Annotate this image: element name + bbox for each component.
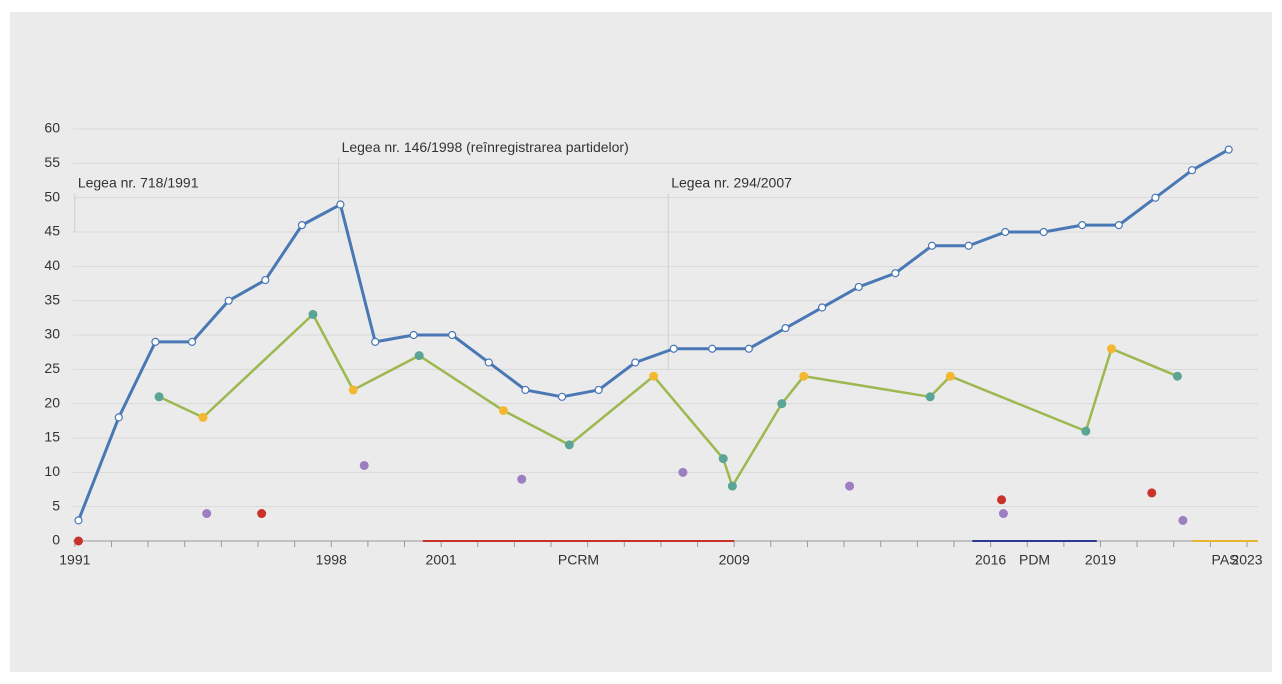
point: [1078, 221, 1087, 230]
annotation-label: Legea nr. 294/2007: [671, 175, 792, 191]
point: [997, 495, 1007, 505]
point: [371, 337, 380, 346]
panel: [10, 12, 1272, 672]
point: [564, 440, 574, 450]
point: [1114, 221, 1123, 230]
point: [1081, 426, 1091, 436]
y-tick-label: 20: [44, 394, 60, 410]
series-line: [77, 148, 1230, 521]
point: [649, 371, 659, 381]
y-tick-label: 35: [44, 291, 60, 307]
point: [359, 460, 369, 470]
period-label: PAS: [1212, 552, 1239, 568]
point: [114, 413, 123, 422]
point: [257, 509, 267, 519]
x-tick-label: 1991: [59, 552, 90, 568]
point: [74, 516, 83, 525]
point: [517, 474, 527, 484]
point: [631, 358, 640, 367]
point: [594, 385, 603, 395]
point: [1187, 166, 1197, 175]
annotation-label: Legea nr. 718/1991: [78, 175, 199, 191]
point: [1001, 227, 1010, 237]
point: [1172, 371, 1182, 381]
y-tick-label: 45: [44, 223, 60, 239]
point: [308, 309, 318, 319]
point: [964, 241, 973, 250]
x-tick-label: 2009: [719, 552, 750, 568]
point: [799, 371, 809, 381]
point: [1106, 344, 1116, 354]
point: [845, 481, 855, 491]
point: [521, 385, 530, 395]
point: [198, 412, 208, 422]
y-tick-label: 55: [44, 154, 60, 170]
point: [1151, 193, 1160, 202]
point: [557, 392, 567, 401]
point: [678, 467, 688, 477]
point: [297, 221, 307, 230]
point: [727, 481, 737, 491]
y-tick-label: 15: [44, 429, 60, 445]
x-tick-label: 2023: [1231, 552, 1262, 568]
point: [854, 282, 863, 292]
point: [187, 337, 197, 346]
point: [448, 330, 457, 340]
point: [1224, 145, 1233, 154]
x-tick-label: 2016: [975, 552, 1006, 568]
point: [777, 399, 787, 409]
y-tick-label: 10: [44, 463, 60, 479]
point: [484, 358, 493, 367]
point: [817, 303, 827, 312]
point: [73, 536, 83, 546]
point: [998, 509, 1008, 519]
y-tick-label: 60: [44, 120, 60, 136]
y-tick-label: 30: [44, 326, 60, 342]
point: [708, 344, 717, 353]
point: [925, 392, 935, 402]
point: [781, 324, 790, 333]
point: [1039, 227, 1048, 237]
point: [498, 406, 508, 416]
point: [409, 330, 418, 340]
point: [1178, 515, 1188, 525]
point: [224, 296, 233, 305]
x-tick-label: 1998: [316, 552, 347, 568]
point: [1147, 488, 1157, 498]
point: [669, 344, 678, 353]
point: [348, 385, 358, 395]
point: [927, 241, 937, 250]
y-tick-label: 0: [52, 532, 60, 548]
period-label: PCRM: [558, 552, 599, 568]
point: [718, 454, 728, 464]
point: [336, 200, 345, 209]
y-tick-label: 40: [44, 257, 60, 273]
y-tick-label: 5: [52, 497, 60, 513]
x-tick-label: 2019: [1085, 552, 1116, 568]
point: [151, 337, 160, 346]
point: [154, 392, 164, 402]
point: [945, 371, 955, 381]
point: [744, 344, 753, 353]
y-tick-label: 50: [44, 188, 60, 204]
x-tick-label: 2001: [426, 552, 457, 568]
point: [202, 509, 212, 519]
period-label: PDM: [1019, 552, 1050, 568]
annotation-label: Legea nr. 146/1998 (reînregistrarea part…: [342, 139, 629, 155]
point: [261, 275, 270, 285]
point: [891, 269, 900, 278]
point: [414, 351, 424, 361]
y-tick-label: 25: [44, 360, 60, 376]
